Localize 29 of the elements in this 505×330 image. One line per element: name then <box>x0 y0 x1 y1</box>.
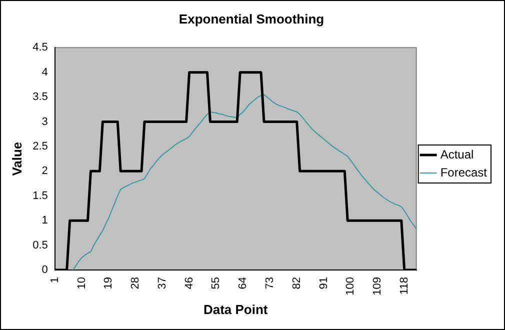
y-tick-label: 1.5 <box>32 190 48 202</box>
x-tick-label: 10 <box>76 277 88 290</box>
x-tick-label: 109 <box>372 277 384 296</box>
x-tick-label: 55 <box>210 277 222 290</box>
legend-label: Forecast <box>440 165 488 180</box>
y-tick-label: 4.5 <box>32 42 48 54</box>
x-tick-label: 82 <box>290 277 303 290</box>
y-tick-label: 0.5 <box>32 239 48 252</box>
x-tick-label: 100 <box>344 277 357 296</box>
chart-title: Exponential Smoothing <box>178 11 324 26</box>
x-tick-label: 37 <box>156 277 168 290</box>
y-tick-label: 2.5 <box>32 140 48 152</box>
y-tick-label: 3 <box>42 116 48 128</box>
x-tick-label: 46 <box>183 277 196 290</box>
y-tick-label: 4 <box>42 66 48 78</box>
x-tick-label: 19 <box>102 277 115 290</box>
x-tick-label: 64 <box>237 277 250 290</box>
x-tick-label: 73 <box>264 277 276 290</box>
y-tick-label: 2 <box>42 165 48 178</box>
y-tick-label: 3.5 <box>32 91 48 104</box>
x-tick-label: 1 <box>48 277 61 284</box>
x-tick-label: 118 <box>398 277 410 295</box>
x-axis-title: Data Point <box>203 302 268 317</box>
x-tick-label: 28 <box>130 277 142 290</box>
y-tick-label: 1 <box>42 214 48 227</box>
y-tick-label: 0 <box>42 264 48 276</box>
x-tick-label: 91 <box>318 277 330 290</box>
legend-label: Actual <box>440 147 474 162</box>
y-axis-title: Value <box>9 142 24 176</box>
